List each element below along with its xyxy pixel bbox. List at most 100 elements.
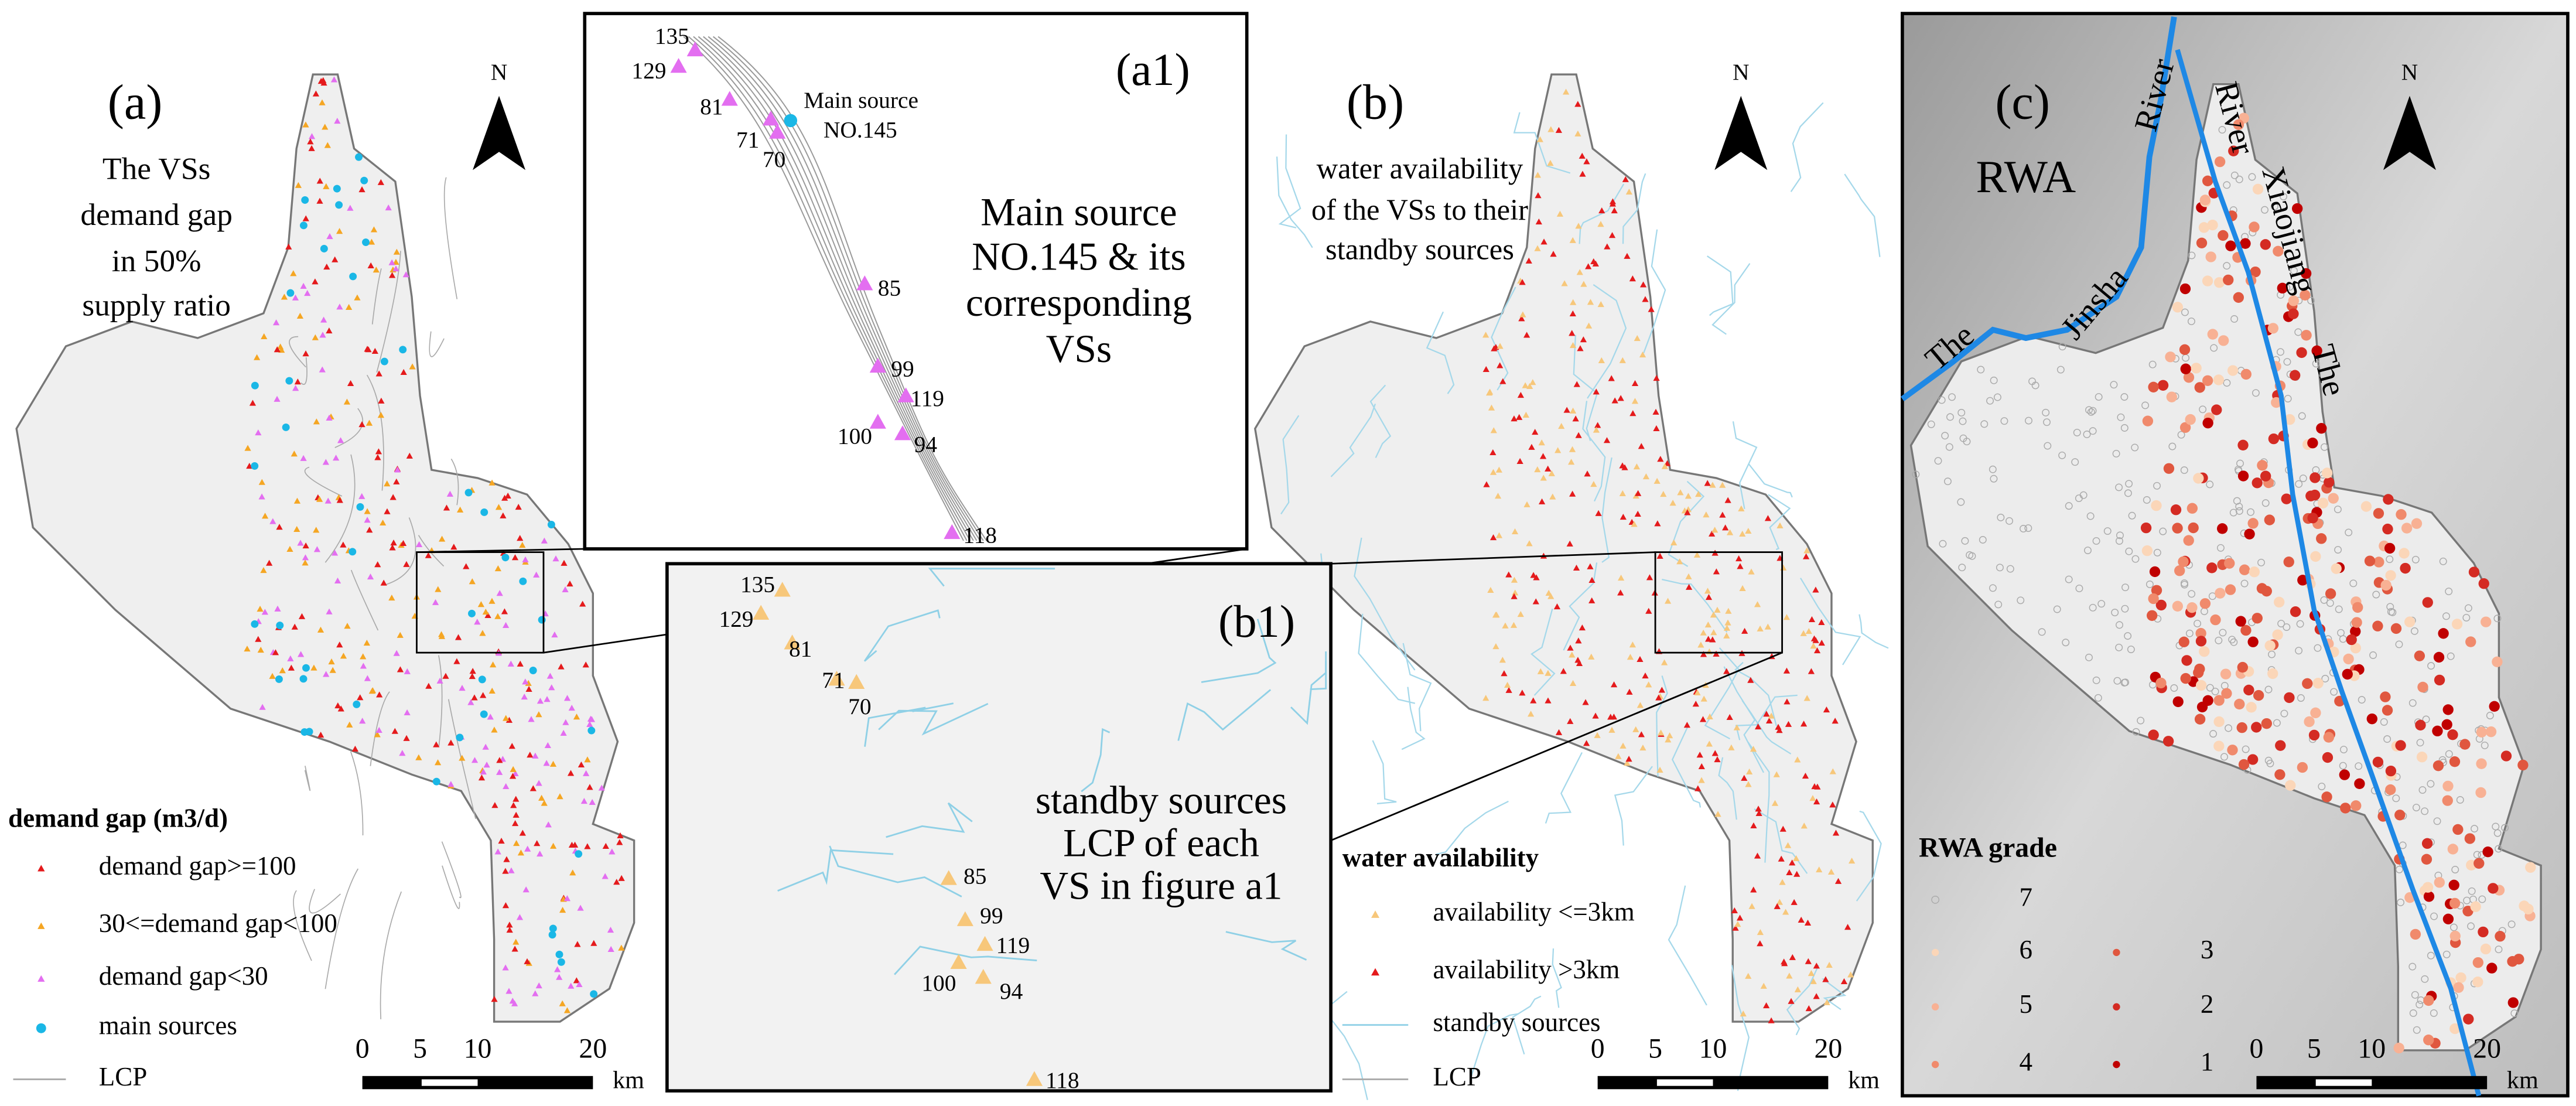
village-site [1802, 553, 1810, 559]
village-site [1771, 800, 1779, 806]
village-site [2240, 624, 2252, 636]
village-site [2449, 930, 2461, 942]
village-site [2235, 175, 2243, 183]
stream [1800, 578, 1861, 665]
village-site [1813, 993, 1820, 999]
village-site [495, 504, 503, 510]
village-site [940, 870, 957, 885]
village-site [1812, 637, 1819, 643]
village-site [2364, 555, 2376, 566]
main-source [549, 924, 557, 933]
village-site [2256, 583, 2268, 594]
village-site [2223, 274, 2234, 286]
village-site [532, 752, 539, 759]
village-site [2235, 616, 2246, 627]
village-site [1558, 422, 1565, 429]
village-site [1840, 978, 1848, 984]
village-site [1549, 493, 1556, 500]
village-site [2273, 245, 2284, 257]
village-site [1532, 598, 1539, 605]
village-site [2085, 406, 2093, 414]
scale-tick: 20 [579, 1033, 607, 1064]
scale-tick: 10 [1699, 1033, 1727, 1064]
village-site [294, 378, 301, 385]
village-site [2233, 292, 2244, 303]
village-site [1488, 404, 1495, 411]
main-source [286, 289, 295, 297]
village-site [317, 732, 324, 738]
village-site [1738, 505, 1745, 511]
north-arrow [1714, 95, 1768, 170]
village-site [377, 179, 384, 185]
village-site [1584, 470, 1591, 477]
village-site [1610, 714, 1618, 720]
village-site [2430, 1009, 2438, 1017]
village-site [293, 497, 301, 504]
village-site [2172, 302, 2184, 313]
village-site [2125, 480, 2133, 488]
village-site [2445, 588, 2453, 595]
village-site [1741, 774, 1748, 781]
stream [777, 849, 894, 892]
village-site [1776, 899, 1783, 905]
scale-bar [2315, 1079, 2372, 1086]
village-site [1800, 721, 1808, 727]
village-site [261, 609, 269, 615]
village-site [385, 204, 392, 211]
village-site [519, 830, 526, 836]
village-site [1483, 481, 1490, 487]
village-site [1574, 101, 1581, 107]
village-site [2159, 527, 2167, 535]
village-site [1822, 976, 1829, 982]
village-site [1627, 654, 1634, 660]
village-site [1713, 650, 1720, 657]
village-site [258, 493, 265, 500]
village-site [296, 312, 304, 319]
village-site [573, 714, 580, 720]
village-site [2467, 922, 2475, 930]
main-source [547, 521, 555, 528]
village-site [508, 867, 515, 873]
stream [863, 609, 941, 662]
lcp [442, 865, 460, 909]
village-site [1748, 568, 1755, 575]
village-site [616, 839, 623, 845]
village-site [1569, 446, 1576, 452]
callout: Main source [804, 87, 918, 113]
village-site [1823, 999, 1830, 1005]
village-site [2198, 222, 2210, 233]
village-site [2247, 636, 2259, 647]
village-site [2237, 439, 2249, 451]
village-site [1791, 899, 1798, 905]
village-site [1583, 158, 1590, 165]
village-site [2415, 719, 2426, 730]
village-site [2495, 945, 2503, 954]
site-id: 100 [838, 424, 872, 449]
village-site [2111, 609, 2119, 617]
main-source [538, 616, 546, 624]
village-site [346, 303, 353, 310]
village-site [535, 780, 542, 786]
village-site [1493, 612, 1500, 618]
village-site [2199, 405, 2207, 414]
village-site [1989, 584, 1997, 592]
village-site [1569, 407, 1577, 414]
village-site [1698, 763, 1705, 770]
village-site [2321, 443, 2328, 451]
village-site [2352, 602, 2363, 613]
village-site [272, 319, 280, 326]
main-source [468, 609, 476, 617]
village-site [607, 945, 614, 952]
village-site [1827, 868, 1835, 875]
village-site [2223, 262, 2231, 270]
village-site [249, 400, 257, 406]
main-source [529, 667, 537, 674]
village-site [2463, 1013, 2474, 1025]
village-site [1569, 342, 1577, 349]
village-site [535, 711, 542, 718]
village-site [559, 906, 566, 913]
stream [1671, 724, 1702, 808]
lcp [703, 36, 978, 541]
main-source [399, 346, 407, 354]
village-site [1993, 393, 2001, 401]
